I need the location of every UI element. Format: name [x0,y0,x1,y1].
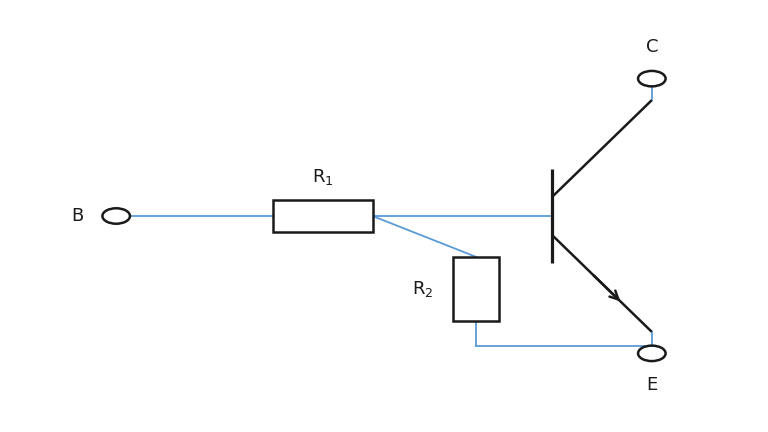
Text: R$_2$: R$_2$ [412,279,434,299]
Text: B: B [71,207,83,225]
Text: C: C [646,38,658,56]
Text: E: E [646,376,657,394]
Bar [273,200,372,232]
Bar [453,257,498,321]
Text: R$_1$: R$_1$ [312,167,333,187]
